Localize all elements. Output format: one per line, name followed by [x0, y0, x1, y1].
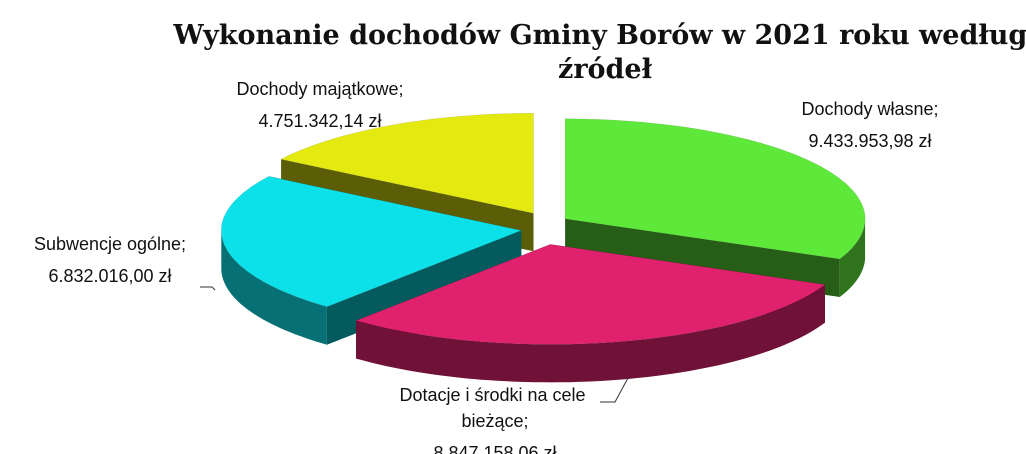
leader-line [200, 286, 216, 291]
slice-top [221, 176, 523, 307]
slice-label: Dotacje i środki na cele bieżące; [399, 385, 590, 431]
slice-value-label: 4.751.342,14 zł [258, 111, 381, 131]
slice-side [356, 284, 825, 383]
slice-top [280, 113, 534, 214]
slice-label: Dochody własne; [801, 99, 938, 119]
slice-top [355, 244, 826, 345]
slice-value-label: 6.832.016,00 zł [48, 266, 171, 286]
slice-label: Subwencje ogólne; [34, 234, 186, 254]
slice-top [564, 118, 866, 260]
slice-value-label: 8.847.158,06 zł [433, 443, 556, 454]
slice-label: Dochody majątkowe; [236, 79, 403, 99]
slice-side [839, 218, 866, 297]
slice [355, 244, 826, 383]
chart-title: Wykonanie dochodów Gminy Borów w 2021 ro… [172, 20, 1026, 85]
leader-line [600, 377, 629, 403]
slice-side [221, 230, 327, 345]
slice-value-label: 9.433.953,98 zł [808, 131, 931, 151]
